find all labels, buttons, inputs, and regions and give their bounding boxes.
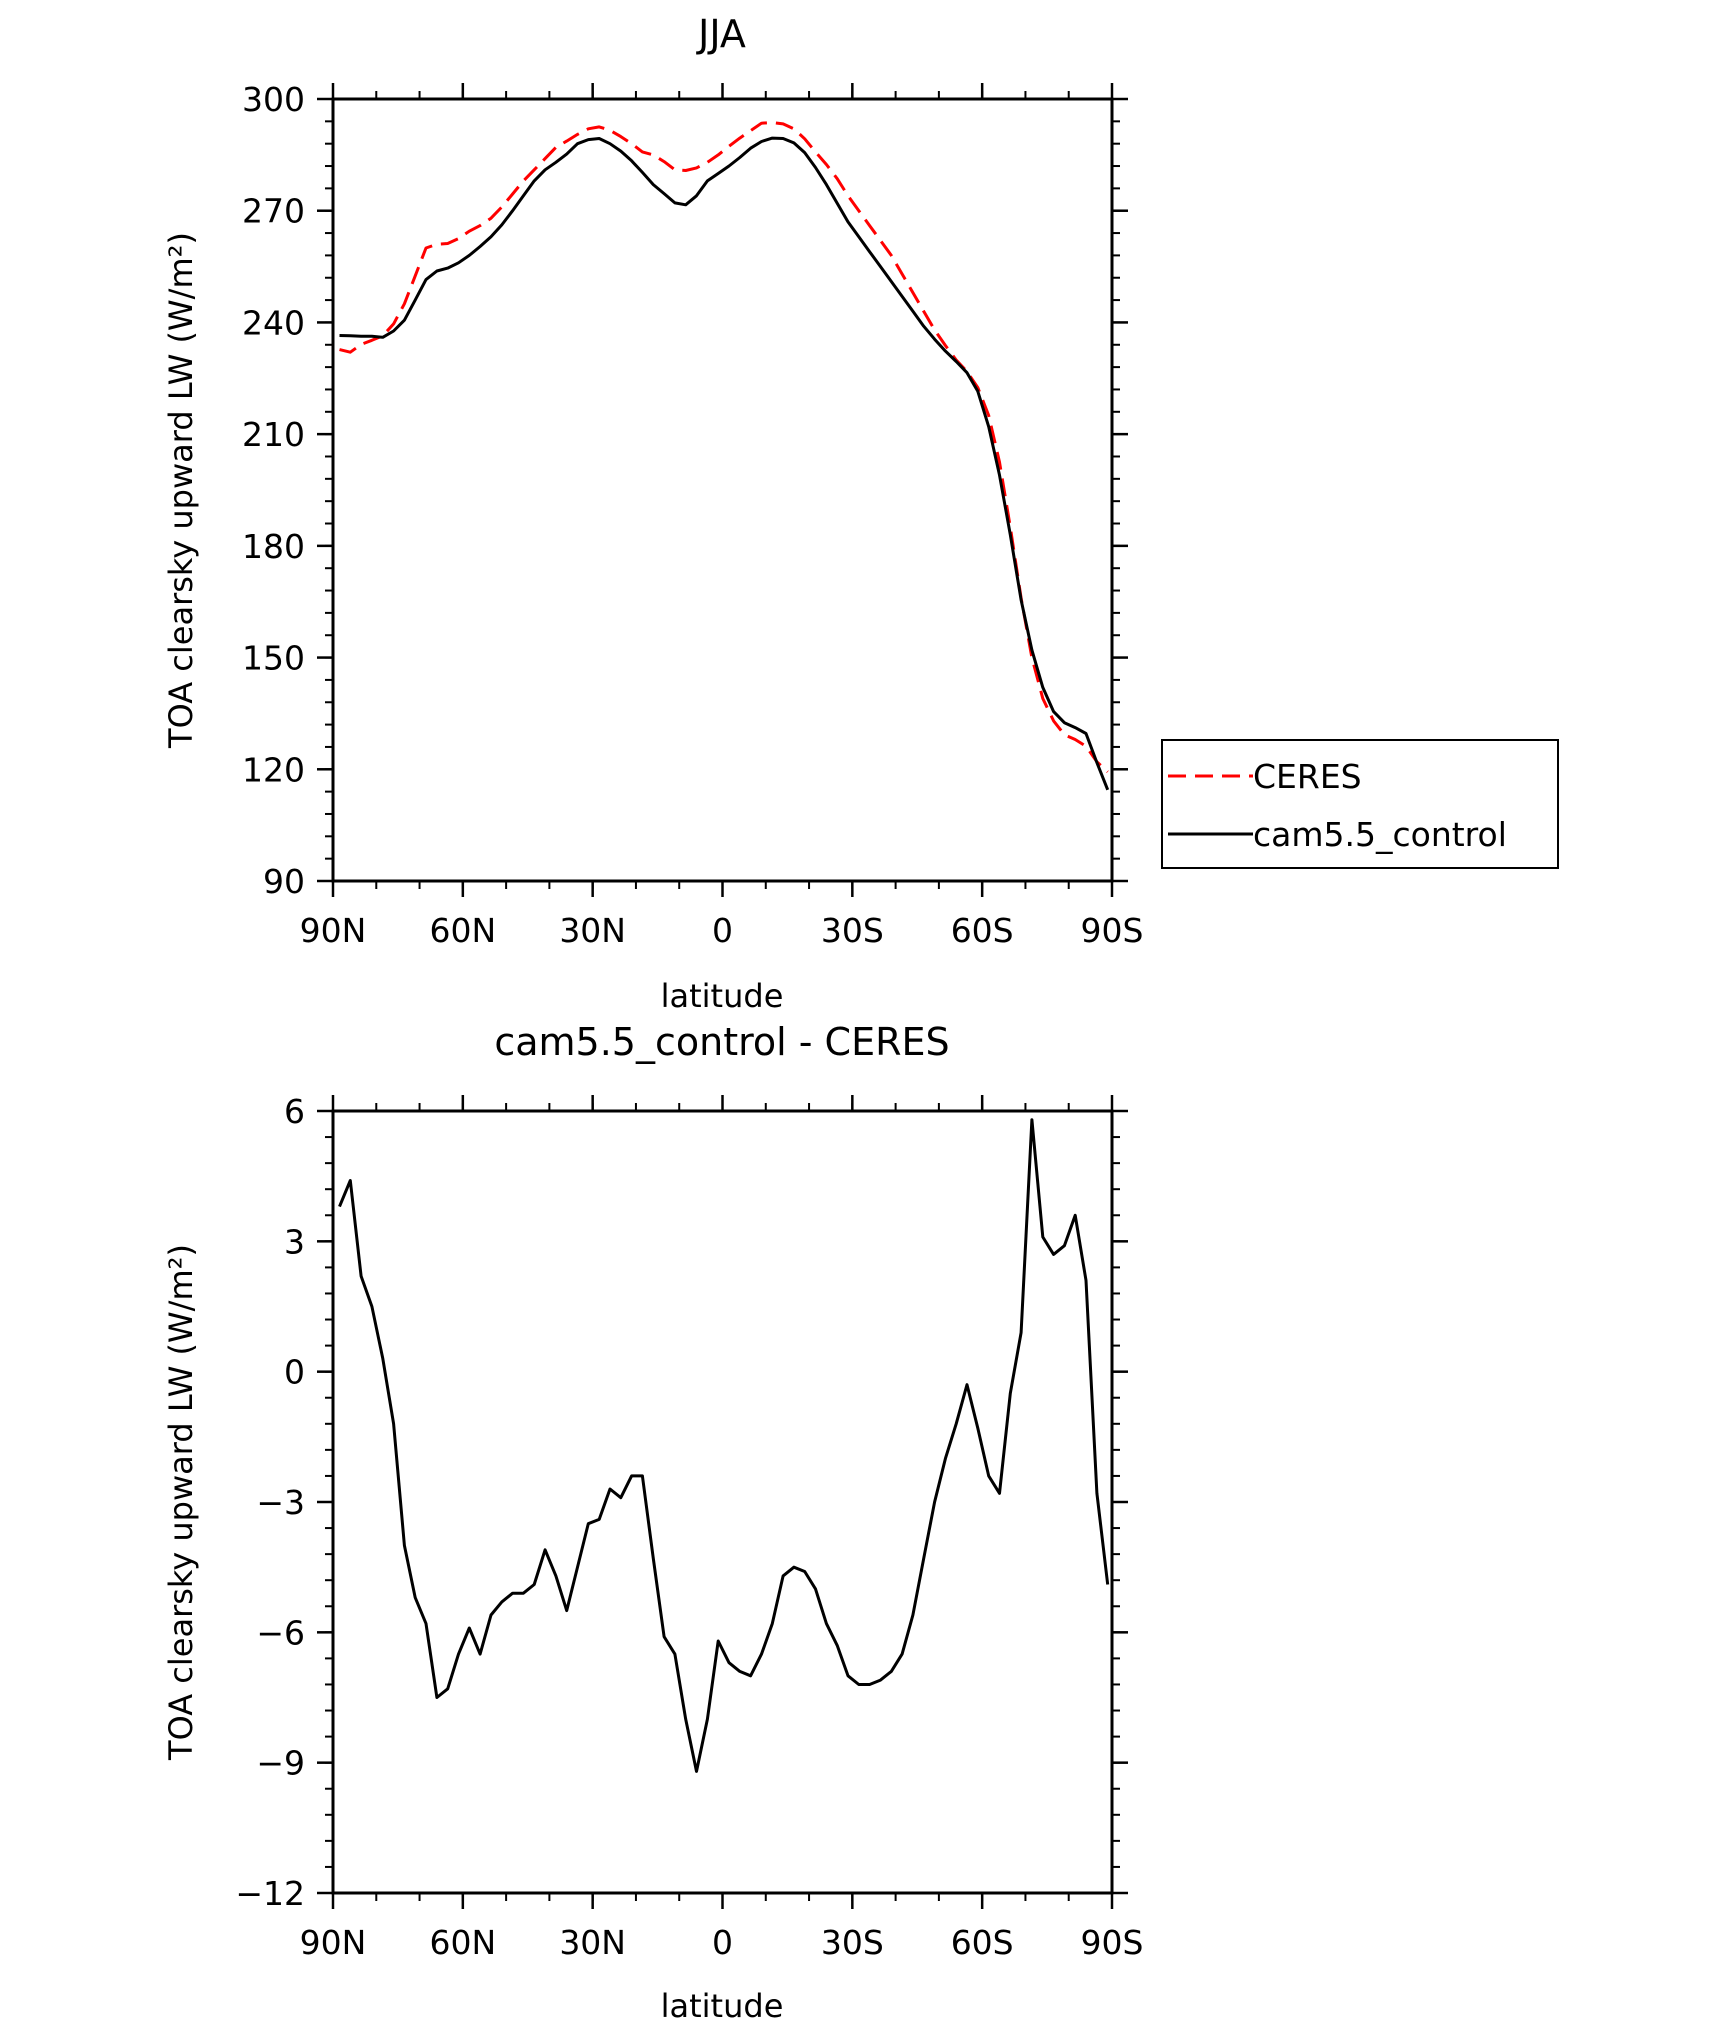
top-x-axis-label: latitude: [661, 977, 784, 1015]
x-tick-label: 90N: [300, 1923, 367, 1962]
y-tick-label: 180: [242, 527, 305, 566]
y-tick-label: 150: [242, 639, 305, 678]
legend-label-ceres: CERES: [1253, 757, 1362, 796]
x-tick-label: 30N: [559, 1923, 626, 1962]
series-line-1: [338, 1118, 1110, 1773]
series-line-cam5-5-control: [339, 136, 1110, 791]
x-tick-label: 60N: [429, 911, 496, 950]
x-tick-label: 60S: [951, 911, 1014, 950]
top-chart-title: JJA: [696, 12, 746, 56]
y-tick-label: 240: [242, 303, 305, 342]
series-line-ceres: [339, 121, 1109, 773]
y-tick-label: 3: [284, 1222, 305, 1261]
x-tick-label: 0: [712, 911, 733, 950]
y-tick-label: 210: [242, 415, 305, 454]
x-tick-label: 90N: [300, 911, 367, 950]
bottom-axes-ticks: [317, 1095, 1128, 1909]
x-tick-label: 60S: [951, 1923, 1014, 1962]
bottom-x-tick-labels: 90N 60N 30N 0 30S 60S 90S: [300, 1923, 1144, 1962]
y-tick-label: 120: [242, 750, 305, 789]
bottom-x-axis-label: latitude: [661, 1987, 784, 2021]
top-series-lines: [339, 121, 1110, 791]
x-tick-label: 90S: [1081, 911, 1144, 950]
y-tick-label: 270: [242, 192, 305, 231]
legend-label-cam: cam5.5_control: [1253, 815, 1507, 854]
bottom-y-axis-label: TOA clearsky upward LW (W/m²): [162, 1244, 200, 1761]
top-plot-frame: [331, 97, 1114, 883]
y-tick-label: 0: [284, 1353, 305, 1392]
legend-box: [1161, 739, 1559, 869]
bottom-y-tick-labels: −12 −9 −6 −3 0 3 6: [235, 1092, 305, 1913]
top-x-tick-labels: 90N 60N 30N 0 30S 60S 90S: [300, 911, 1144, 950]
y-tick-label: 90: [263, 862, 305, 901]
y-tick-label: 6: [284, 1092, 305, 1131]
bottom-chart-title: cam5.5_control - CERES: [494, 1020, 949, 1064]
x-tick-label: 30N: [559, 911, 626, 950]
y-tick-label: −9: [256, 1744, 305, 1783]
top-axes-ticks: [317, 83, 1128, 897]
y-tick-label: −12: [235, 1874, 305, 1913]
x-tick-label: 0: [712, 1923, 733, 1962]
x-tick-label: 30S: [821, 911, 884, 950]
x-tick-label: 30S: [821, 1923, 884, 1962]
top-panel: JJA 90 120 150 180 210 240 270 300 90N 60N 30N 0 30…: [162, 12, 1559, 1015]
top-y-axis-label: TOA clearsky upward LW (W/m²): [162, 232, 200, 749]
y-tick-label: −6: [256, 1613, 305, 1652]
y-tick-label: 300: [242, 80, 305, 119]
top-y-tick-labels: 90 120 150 180 210 240 270 300: [242, 80, 305, 901]
y-tick-label: −3: [256, 1483, 305, 1522]
bottom-series-lines: [338, 1118, 1110, 1773]
legend: CERES cam5.5_control: [1161, 739, 1559, 869]
bottom-panel: cam5.5_control - CERES −12 −9 −6 −3 0 3 6 90N 6…: [162, 1020, 1143, 2021]
x-tick-label: 90S: [1081, 1923, 1144, 1962]
x-tick-label: 60N: [429, 1923, 496, 1962]
bottom-plot-frame: [331, 1109, 1114, 1895]
